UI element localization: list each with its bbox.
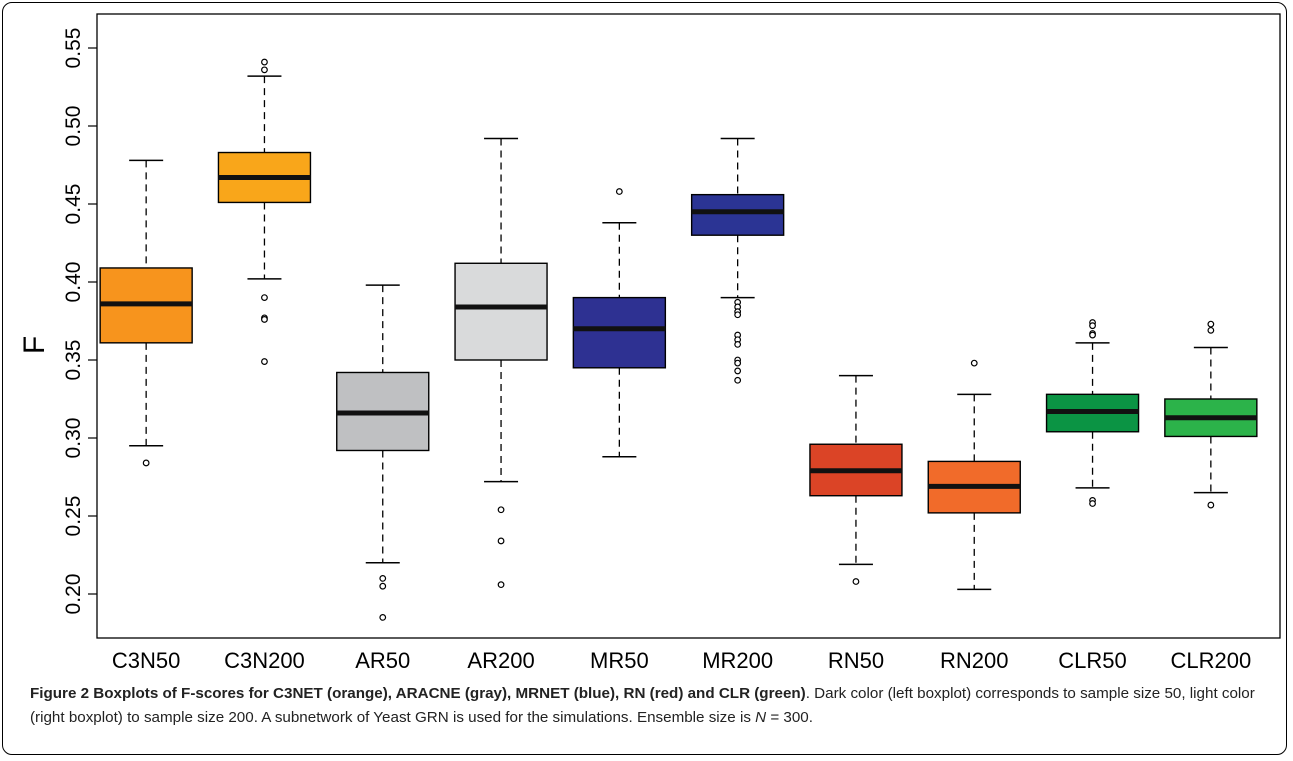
outlier-point <box>734 367 742 375</box>
x-tick-label: AR50 <box>355 648 410 673</box>
box-series <box>99 58 1258 621</box>
outlier-point <box>852 578 860 585</box>
outlier-point <box>261 358 268 365</box>
outlier-point <box>734 311 742 319</box>
y-tick-label: 0.35 <box>62 340 85 381</box>
caption-text-end: = 300. <box>766 709 813 726</box>
caption-text: . Dark color (left boxplot) corresponds … <box>30 685 1255 726</box>
box-body <box>690 193 785 236</box>
outlier-point <box>497 581 505 589</box>
outlier-point <box>379 614 387 621</box>
x-axis: C3N50 C3N200 AR50 AR200 MR50 MR200 RN50 RN200 CL… <box>112 648 1251 673</box>
outlier-point <box>261 58 268 66</box>
outlier-point <box>734 341 742 348</box>
y-axis: 0.20 0.25 0.30 0.35 0.40 0.45 0.50 0.55 <box>62 28 97 615</box>
y-tick-label: 0.55 <box>62 28 85 69</box>
caption-symbol: N <box>755 709 767 726</box>
outlier-point <box>734 376 742 384</box>
y-tick-label: 0.20 <box>62 574 85 615</box>
x-tick-label: AR200 <box>467 648 534 673</box>
box-body <box>454 262 548 361</box>
y-tick-label: 0.45 <box>62 184 85 225</box>
outlier-point <box>615 188 623 195</box>
box-body <box>572 296 667 369</box>
caption-title: Figure 2 Boxplots of F-scores for C3NET … <box>30 685 806 702</box>
y-axis-label: F <box>18 336 51 354</box>
box-c3n50 <box>99 159 193 467</box>
box-clr50 <box>1045 319 1140 507</box>
y-tick-label: 0.25 <box>62 496 85 537</box>
outlier-point <box>261 294 268 302</box>
y-tick-label: 0.50 <box>62 106 85 147</box>
outlier-point <box>261 66 268 74</box>
box-ar200 <box>454 137 548 589</box>
outlier-point <box>261 316 268 323</box>
x-tick-label: MR50 <box>590 648 649 673</box>
outlier-point <box>379 582 387 590</box>
x-tick-label: CLR200 <box>1170 648 1251 673</box>
outlier-point <box>1089 500 1096 507</box>
x-tick-label: CLR50 <box>1058 648 1126 673</box>
box-clr200 <box>1164 320 1258 509</box>
y-tick-label: 0.30 <box>62 418 85 459</box>
outlier-point <box>497 506 505 514</box>
x-tick-label: RN200 <box>940 648 1008 673</box>
box-rn200 <box>927 359 1021 591</box>
boxplot-chart: 0.200.250.300.350.400.450.500.55 C3N50 C3… <box>18 13 1281 673</box>
box-c3n200 <box>217 58 312 365</box>
outlier-point <box>970 359 978 367</box>
figure-caption: Figure 2 Boxplots of F-scores for C3NET … <box>30 682 1275 730</box>
x-tick-label: C3N200 <box>224 648 305 673</box>
x-tick-label: RN50 <box>828 648 884 673</box>
outlier-point <box>1089 322 1096 330</box>
outlier-point <box>142 459 150 467</box>
box-mr50 <box>572 188 667 458</box>
outlier-point <box>734 359 742 367</box>
outlier-point <box>1207 326 1215 334</box>
outlier-point <box>379 575 387 582</box>
x-tick-label: C3N50 <box>112 648 180 673</box>
plot-area <box>96 13 1281 639</box>
outlier-point <box>497 537 505 545</box>
x-tick-label: MR200 <box>702 648 773 673</box>
y-tick-label: 0.40 <box>62 262 85 303</box>
outlier-point <box>1207 501 1215 509</box>
outlier-point <box>1089 331 1096 339</box>
outlier-point <box>1207 320 1215 328</box>
box-ar50 <box>336 284 430 621</box>
box-rn50 <box>809 374 903 585</box>
box-mr200 <box>690 137 785 384</box>
